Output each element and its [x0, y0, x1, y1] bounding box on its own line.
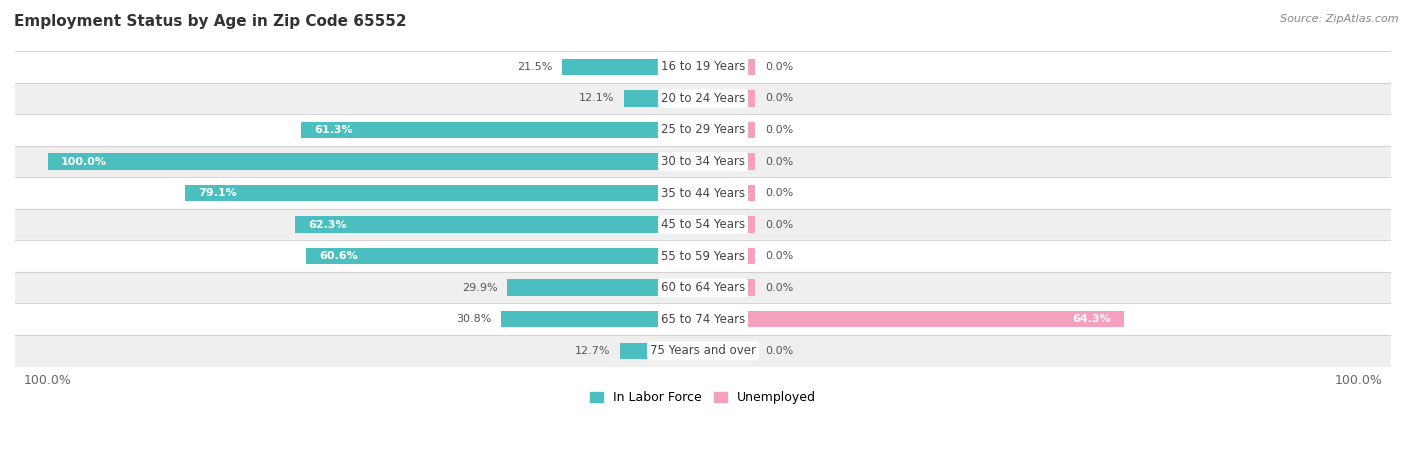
Bar	[15, 146, 1391, 177]
Bar	[307, 248, 703, 264]
Text: 30 to 34 Years: 30 to 34 Years	[661, 155, 745, 168]
Bar	[703, 153, 755, 170]
Text: 35 to 44 Years: 35 to 44 Years	[661, 187, 745, 199]
Bar	[15, 177, 1391, 209]
Bar	[703, 185, 755, 201]
Bar	[15, 272, 1391, 304]
Bar	[703, 311, 1125, 327]
Bar	[15, 209, 1391, 240]
Text: 0.0%: 0.0%	[765, 346, 793, 356]
Text: 45 to 54 Years: 45 to 54 Years	[661, 218, 745, 231]
Text: 12.1%: 12.1%	[578, 93, 614, 103]
Bar	[48, 153, 703, 170]
Text: 55 to 59 Years: 55 to 59 Years	[661, 250, 745, 262]
Text: Source: ZipAtlas.com: Source: ZipAtlas.com	[1281, 14, 1399, 23]
Bar	[703, 216, 755, 233]
Bar	[295, 216, 703, 233]
Bar	[703, 90, 755, 106]
Text: 60.6%: 60.6%	[319, 251, 357, 261]
Text: 12.7%: 12.7%	[575, 346, 610, 356]
Text: 62.3%: 62.3%	[308, 220, 346, 230]
Text: 100.0%: 100.0%	[60, 156, 107, 166]
Text: 0.0%: 0.0%	[765, 251, 793, 261]
Bar	[703, 122, 755, 138]
Text: 0.0%: 0.0%	[765, 93, 793, 103]
Bar	[15, 114, 1391, 146]
Text: 75 Years and over: 75 Years and over	[650, 344, 756, 357]
Legend: In Labor Force, Unemployed: In Labor Force, Unemployed	[591, 391, 815, 405]
Text: 16 to 19 Years: 16 to 19 Years	[661, 60, 745, 74]
Text: 25 to 29 Years: 25 to 29 Years	[661, 124, 745, 137]
Bar	[301, 122, 703, 138]
Bar	[15, 83, 1391, 114]
Text: 0.0%: 0.0%	[765, 125, 793, 135]
Bar	[703, 59, 755, 75]
Text: 60 to 64 Years: 60 to 64 Years	[661, 281, 745, 294]
Bar	[703, 248, 755, 264]
Bar	[15, 240, 1391, 272]
Text: 0.0%: 0.0%	[765, 283, 793, 293]
Bar	[703, 343, 755, 359]
Bar	[501, 311, 703, 327]
Bar	[184, 185, 703, 201]
Bar	[15, 335, 1391, 367]
Text: 20 to 24 Years: 20 to 24 Years	[661, 92, 745, 105]
Text: 29.9%: 29.9%	[461, 283, 498, 293]
Text: 0.0%: 0.0%	[765, 62, 793, 72]
Bar	[703, 280, 755, 296]
Text: 30.8%: 30.8%	[456, 314, 491, 324]
Bar	[624, 90, 703, 106]
Text: 65 to 74 Years: 65 to 74 Years	[661, 313, 745, 326]
Text: 0.0%: 0.0%	[765, 156, 793, 166]
Text: 61.3%: 61.3%	[315, 125, 353, 135]
Text: 0.0%: 0.0%	[765, 188, 793, 198]
Bar	[15, 51, 1391, 83]
Bar	[620, 343, 703, 359]
Bar	[508, 280, 703, 296]
Bar	[562, 59, 703, 75]
Text: 79.1%: 79.1%	[198, 188, 236, 198]
Text: 0.0%: 0.0%	[765, 220, 793, 230]
Text: 64.3%: 64.3%	[1073, 314, 1111, 324]
Text: Employment Status by Age in Zip Code 65552: Employment Status by Age in Zip Code 655…	[14, 14, 406, 28]
Text: 21.5%: 21.5%	[517, 62, 553, 72]
Bar	[15, 304, 1391, 335]
